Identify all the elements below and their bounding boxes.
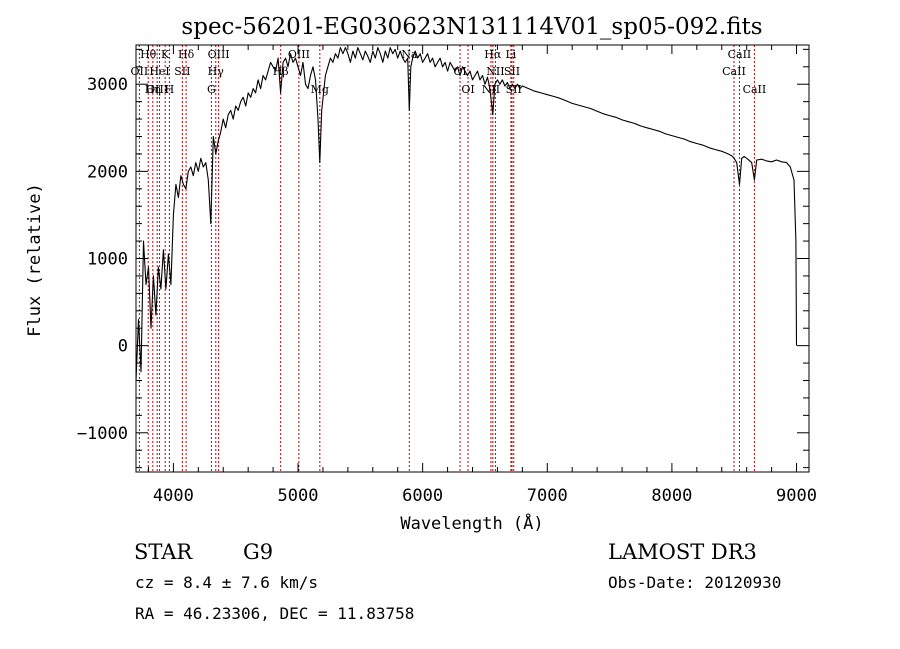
redshift-text: cz = 8.4 ± 7.6 km/s [135, 573, 319, 592]
line-label: OIII [288, 48, 310, 61]
line-label: Hθ [140, 48, 157, 61]
line-label: K [161, 48, 170, 61]
line-label: Hα [484, 48, 502, 61]
chart-title: spec-56201-EG030623N131114V01_sp05-092.f… [181, 14, 762, 40]
y-tick-label: 0 [118, 337, 128, 357]
line-label: HeI [149, 65, 169, 78]
line-label: SII [504, 65, 520, 78]
line-label: CaII [722, 65, 746, 78]
line-label: Hδ [178, 48, 195, 61]
flux-series-line [135, 47, 798, 381]
survey-name: LAMOST DR3 [608, 540, 757, 564]
line-label: Hβ [273, 65, 289, 78]
line-label: NII [486, 65, 504, 78]
line-labels: HθOIIOIIIKHeIHηHδSIIHOIIIHγGOIIIHβMgNaOI… [131, 48, 767, 96]
obs-date: Obs-Date: 20120930 [608, 573, 782, 592]
x-tick-label: 9000 [776, 486, 817, 506]
x-axis-label: Wavelength (Å) [400, 512, 543, 534]
x-tick-label: 4000 [153, 486, 194, 506]
y-axis-label: Flux (relative) [25, 183, 45, 337]
coordinates-text: RA = 46.23306, DEC = 11.83758 [135, 604, 415, 623]
line-label: Mg [311, 83, 329, 96]
line-label: OII [131, 65, 149, 78]
line-label: Li [505, 48, 516, 61]
line-label: Na [401, 48, 418, 61]
line-label: Hγ [208, 65, 225, 78]
line-label: SII [506, 83, 522, 96]
object-subclass: G9 [243, 540, 274, 564]
line-label: OIII [208, 48, 230, 61]
y-tick-label: −1000 [77, 424, 128, 444]
line-label: CaII [728, 48, 752, 61]
y-tick-label: 3000 [87, 75, 128, 95]
axis-tick-labels: 4000 5000 6000 7000 8000 9000 −1000 0 1000 2000 30… [77, 75, 817, 506]
object-class: STAR [134, 540, 193, 564]
x-tick-label: 6000 [402, 486, 443, 506]
line-label: OI [461, 83, 474, 96]
x-tick-label: 7000 [527, 486, 568, 506]
x-tick-label: 8000 [651, 486, 692, 506]
line-label: OIII [146, 83, 168, 96]
y-tick-label: 1000 [87, 250, 128, 270]
line-label: Hη [145, 83, 161, 96]
y-tick-label: 2000 [87, 162, 128, 182]
x-tick-label: 5000 [278, 486, 319, 506]
line-markers [138, 45, 755, 472]
line-label: CaII [743, 83, 767, 96]
line-label: SII [174, 65, 190, 78]
line-label: NII [482, 83, 500, 96]
line-label: G [207, 83, 216, 96]
axis-ticks [136, 45, 809, 472]
line-label: H [165, 83, 175, 96]
